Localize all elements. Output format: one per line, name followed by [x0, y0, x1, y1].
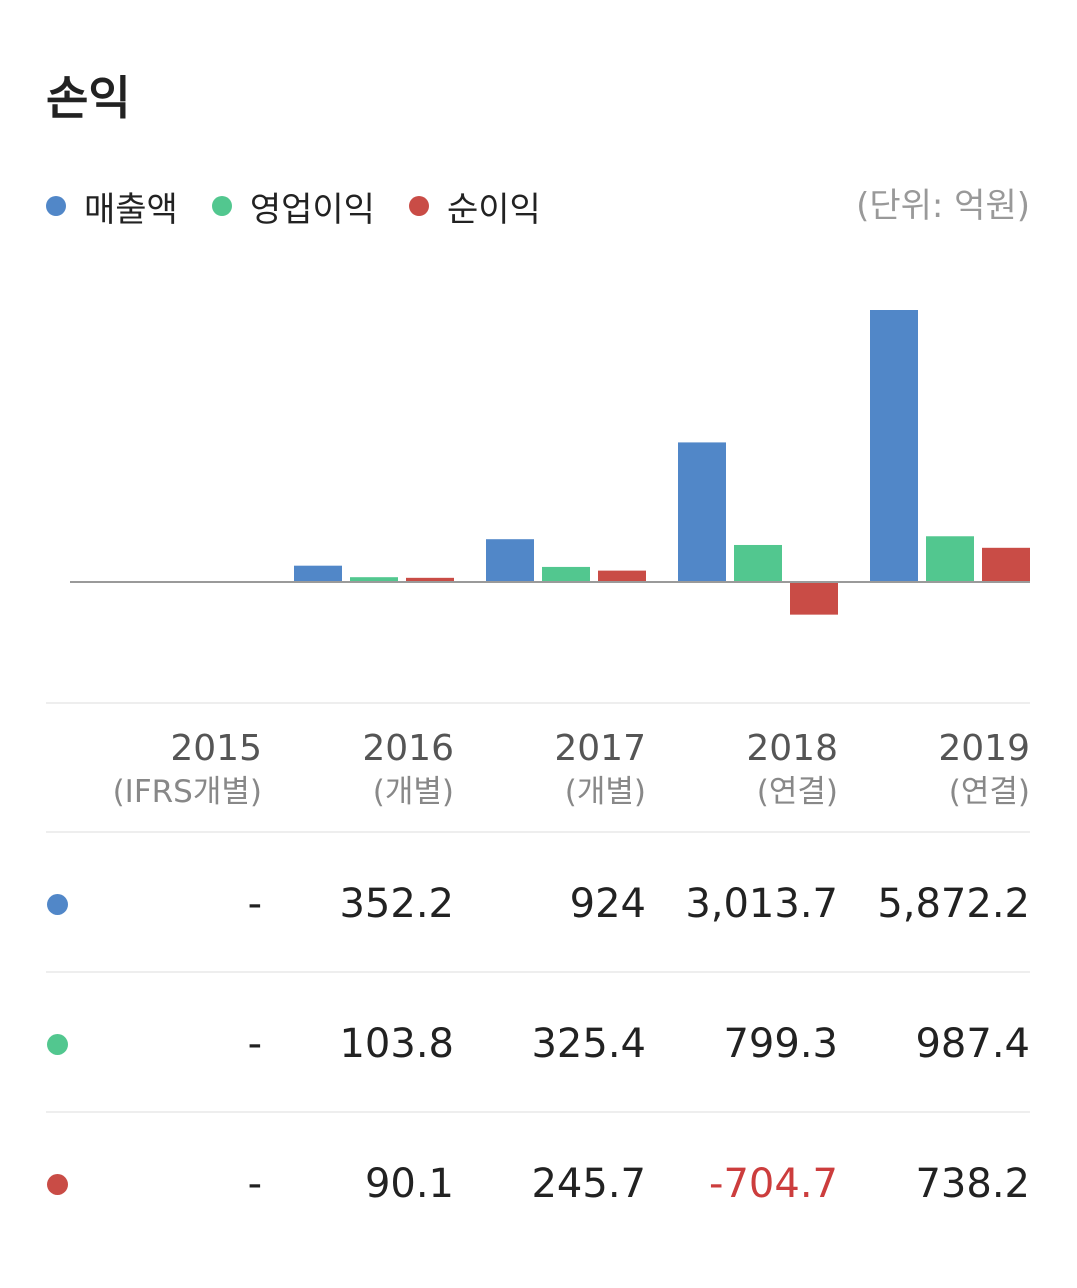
cell-revenue-2015: -	[247, 881, 262, 927]
cell-net-2017: 245.7	[531, 1161, 646, 1207]
row-dot-operating	[47, 1034, 68, 1055]
legend-dot-operating	[211, 196, 232, 216]
year-label: 2015	[170, 728, 262, 769]
cell-revenue-2018: 3,013.7	[685, 881, 838, 927]
legend-item-revenue[interactable]: 매출액	[46, 182, 178, 231]
year-header-2018: 2018 (연결)	[648, 726, 838, 812]
bar-net-2019	[982, 547, 1030, 582]
year-header-2015: 2015 (IFRS개별)	[72, 726, 262, 812]
unit-label: (단위: 억원)	[856, 186, 1030, 226]
legend-label-revenue: 매출액	[84, 189, 178, 230]
year-label: 2016	[362, 728, 454, 769]
year-header-2019: 2019 (연결)	[840, 726, 1030, 812]
year-header-2016: 2016 (개별)	[264, 726, 454, 812]
cell-operating-2018: 799.3	[723, 1021, 838, 1067]
legend-label-operating: 영업이익	[249, 189, 375, 230]
year-sub-label: (연결)	[948, 774, 1030, 810]
bar-revenue-2019	[870, 310, 918, 582]
cell-revenue-2019: 5,872.2	[877, 881, 1030, 927]
cell-net-2018: -704.7	[709, 1161, 838, 1207]
cell-net-2015: -	[247, 1161, 262, 1207]
cell-operating-2019: 987.4	[915, 1021, 1030, 1067]
year-header-2017: 2017 (개별)	[456, 726, 646, 812]
bar-net-2018	[790, 582, 838, 615]
cell-net-2019: 738.2	[915, 1161, 1030, 1207]
legend-dot-net	[408, 196, 429, 216]
year-label: 2017	[554, 728, 646, 769]
row-dot-net	[47, 1174, 68, 1195]
legend-dot-revenue	[46, 196, 66, 216]
separator-header	[46, 831, 1030, 833]
row-dot-revenue	[47, 894, 68, 915]
bar-chart	[70, 310, 1030, 615]
year-sub-label: (개별)	[564, 774, 646, 810]
bar-operating-2016	[350, 577, 398, 582]
bar-operating-2018	[734, 544, 782, 582]
year-label: 2019	[938, 728, 1030, 769]
year-label: 2018	[746, 728, 838, 769]
bar-revenue-2017	[486, 539, 534, 582]
cell-net-2016: 90.1	[364, 1161, 454, 1207]
bar-net-2017	[598, 570, 646, 582]
separator-top	[46, 702, 1030, 704]
bar-operating-2017	[542, 566, 590, 582]
year-sub-label: (IFRS개별)	[112, 774, 262, 810]
cell-operating-2016: 103.8	[339, 1021, 454, 1067]
bar-operating-2019	[926, 536, 974, 582]
cell-operating-2017: 325.4	[531, 1021, 646, 1067]
legend-item-net[interactable]: 순이익	[408, 182, 541, 231]
bar-net-2016	[406, 577, 454, 582]
year-sub-label: (개별)	[372, 774, 454, 810]
legend-label-net: 순이익	[446, 189, 541, 230]
separator-row-1	[46, 971, 1030, 973]
bar-revenue-2016	[294, 565, 342, 582]
year-sub-label: (연결)	[756, 774, 838, 810]
cell-revenue-2016: 352.2	[339, 881, 454, 927]
chart-legend: 매출액 영업이익 순이익	[46, 182, 575, 231]
page-title: 손익	[46, 71, 131, 125]
bar-revenue-2018	[678, 442, 726, 582]
separator-row-2	[46, 1111, 1030, 1113]
cell-operating-2015: -	[247, 1021, 262, 1067]
legend-item-operating[interactable]: 영업이익	[211, 182, 375, 231]
cell-revenue-2017: 924	[569, 881, 646, 927]
